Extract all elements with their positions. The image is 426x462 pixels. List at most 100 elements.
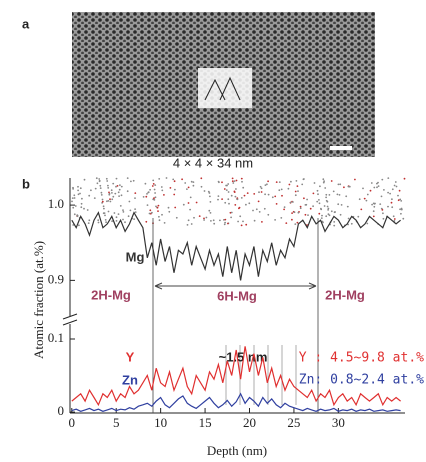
atom-dot: [120, 194, 123, 197]
atom-dot: [87, 222, 90, 225]
atom-dot: [126, 190, 129, 193]
atom-dot: [274, 195, 277, 198]
atom-dot: [71, 197, 74, 200]
atom-dot: [72, 206, 75, 209]
atom-dot: [380, 195, 383, 198]
atom-dot: [96, 182, 99, 185]
atom-dot: [208, 209, 211, 212]
atom-dot: [304, 213, 307, 216]
atom-dot: [333, 211, 336, 214]
atom-dot: [299, 207, 302, 210]
atom-dot: [318, 199, 320, 201]
atom-dot: [278, 189, 281, 192]
atom-dot: [366, 222, 369, 225]
atom-dot: [113, 212, 116, 214]
atom-dot: [147, 191, 150, 194]
atom-dot: [160, 186, 163, 188]
atom-dot: [340, 204, 343, 206]
atom-dot: [373, 202, 376, 205]
atom-dot: [243, 194, 246, 197]
atom-dot: [153, 188, 156, 191]
atom-dot: [198, 215, 201, 218]
atom-dot: [127, 215, 130, 218]
atom-dot: [129, 209, 132, 212]
atom-dot: [313, 182, 316, 184]
x-tick-label: 25: [287, 415, 300, 430]
atom-dot: [296, 185, 299, 188]
atom-dot: [337, 203, 340, 206]
atom-dot: [376, 186, 378, 189]
atom-dot: [93, 197, 96, 200]
atom-dot: [221, 198, 224, 201]
atom-dot: [97, 219, 100, 222]
atom-dot: [347, 185, 350, 188]
atom-dot: [189, 208, 192, 211]
atom-dot: [242, 186, 245, 189]
atom-dot: [189, 196, 192, 199]
atom-dot: [86, 209, 89, 211]
atom-dot: [101, 200, 104, 203]
panel-label: b: [22, 176, 30, 191]
x-axis-label: Depth (nm): [207, 443, 267, 458]
atom-dot: [248, 202, 251, 205]
atom-dot: [241, 180, 243, 183]
atom-dot: [158, 215, 160, 218]
atom-dot: [285, 222, 288, 225]
atom-dot: [172, 178, 175, 181]
atom-dot: [104, 214, 106, 217]
atom-dot: [187, 186, 190, 189]
atom-dot: [190, 223, 193, 225]
atom-dot: [307, 214, 309, 217]
atom-dot: [223, 188, 226, 190]
atom-dot: [267, 213, 270, 216]
atom-dot: [306, 198, 308, 201]
atom-dot: [390, 201, 393, 204]
y-tick-label: 0.1: [48, 330, 64, 345]
atom-dot: [339, 213, 342, 216]
atom-dot: [187, 219, 190, 222]
atom-dot: [182, 203, 185, 206]
range-note: Y : 4.5~9.8 at.%: [299, 351, 424, 366]
x-tick-label: 5: [113, 415, 120, 430]
atom-dot: [110, 189, 113, 192]
atom-dot: [163, 194, 165, 196]
atom-dot: [90, 189, 92, 192]
atom-dot: [224, 201, 227, 204]
atom-dot: [190, 180, 193, 183]
atom-dot: [328, 194, 331, 196]
atom-dot: [184, 182, 187, 184]
atom-dot: [326, 205, 329, 208]
atom-dot: [161, 189, 164, 192]
atom-dot: [316, 189, 319, 192]
atom-dot: [200, 177, 203, 180]
atom-dot: [234, 195, 237, 198]
atom-dot: [107, 210, 110, 213]
atom-dot: [372, 215, 375, 218]
atom-dot: [260, 187, 263, 190]
atom-dot: [165, 177, 168, 179]
atom-dot: [393, 218, 396, 220]
atom-dot: [109, 198, 111, 201]
atom-dot: [399, 208, 401, 211]
atom-dot: [291, 212, 293, 215]
atom-dot: [173, 180, 176, 183]
atom-dot: [280, 188, 283, 191]
phase-label: 6H-Mg: [217, 288, 257, 303]
atom-dot: [392, 215, 395, 218]
x-tick-label: 20: [243, 415, 256, 430]
inset-motif: [204, 76, 241, 101]
x-tick-label: 10: [154, 415, 167, 430]
atom-dot: [330, 210, 333, 213]
y-axis-label: Atomic fraction (at.%): [31, 241, 46, 359]
atom-dot: [132, 179, 135, 182]
atom-dot: [161, 213, 163, 216]
atom-dot: [391, 198, 393, 201]
atom-dot: [393, 184, 396, 187]
atom-dot: [163, 222, 166, 224]
atom-dot: [325, 193, 328, 196]
atom-dot: [107, 187, 110, 189]
atom-dot: [294, 194, 297, 197]
atom-dot: [106, 180, 109, 182]
atom-dot: [399, 198, 402, 201]
